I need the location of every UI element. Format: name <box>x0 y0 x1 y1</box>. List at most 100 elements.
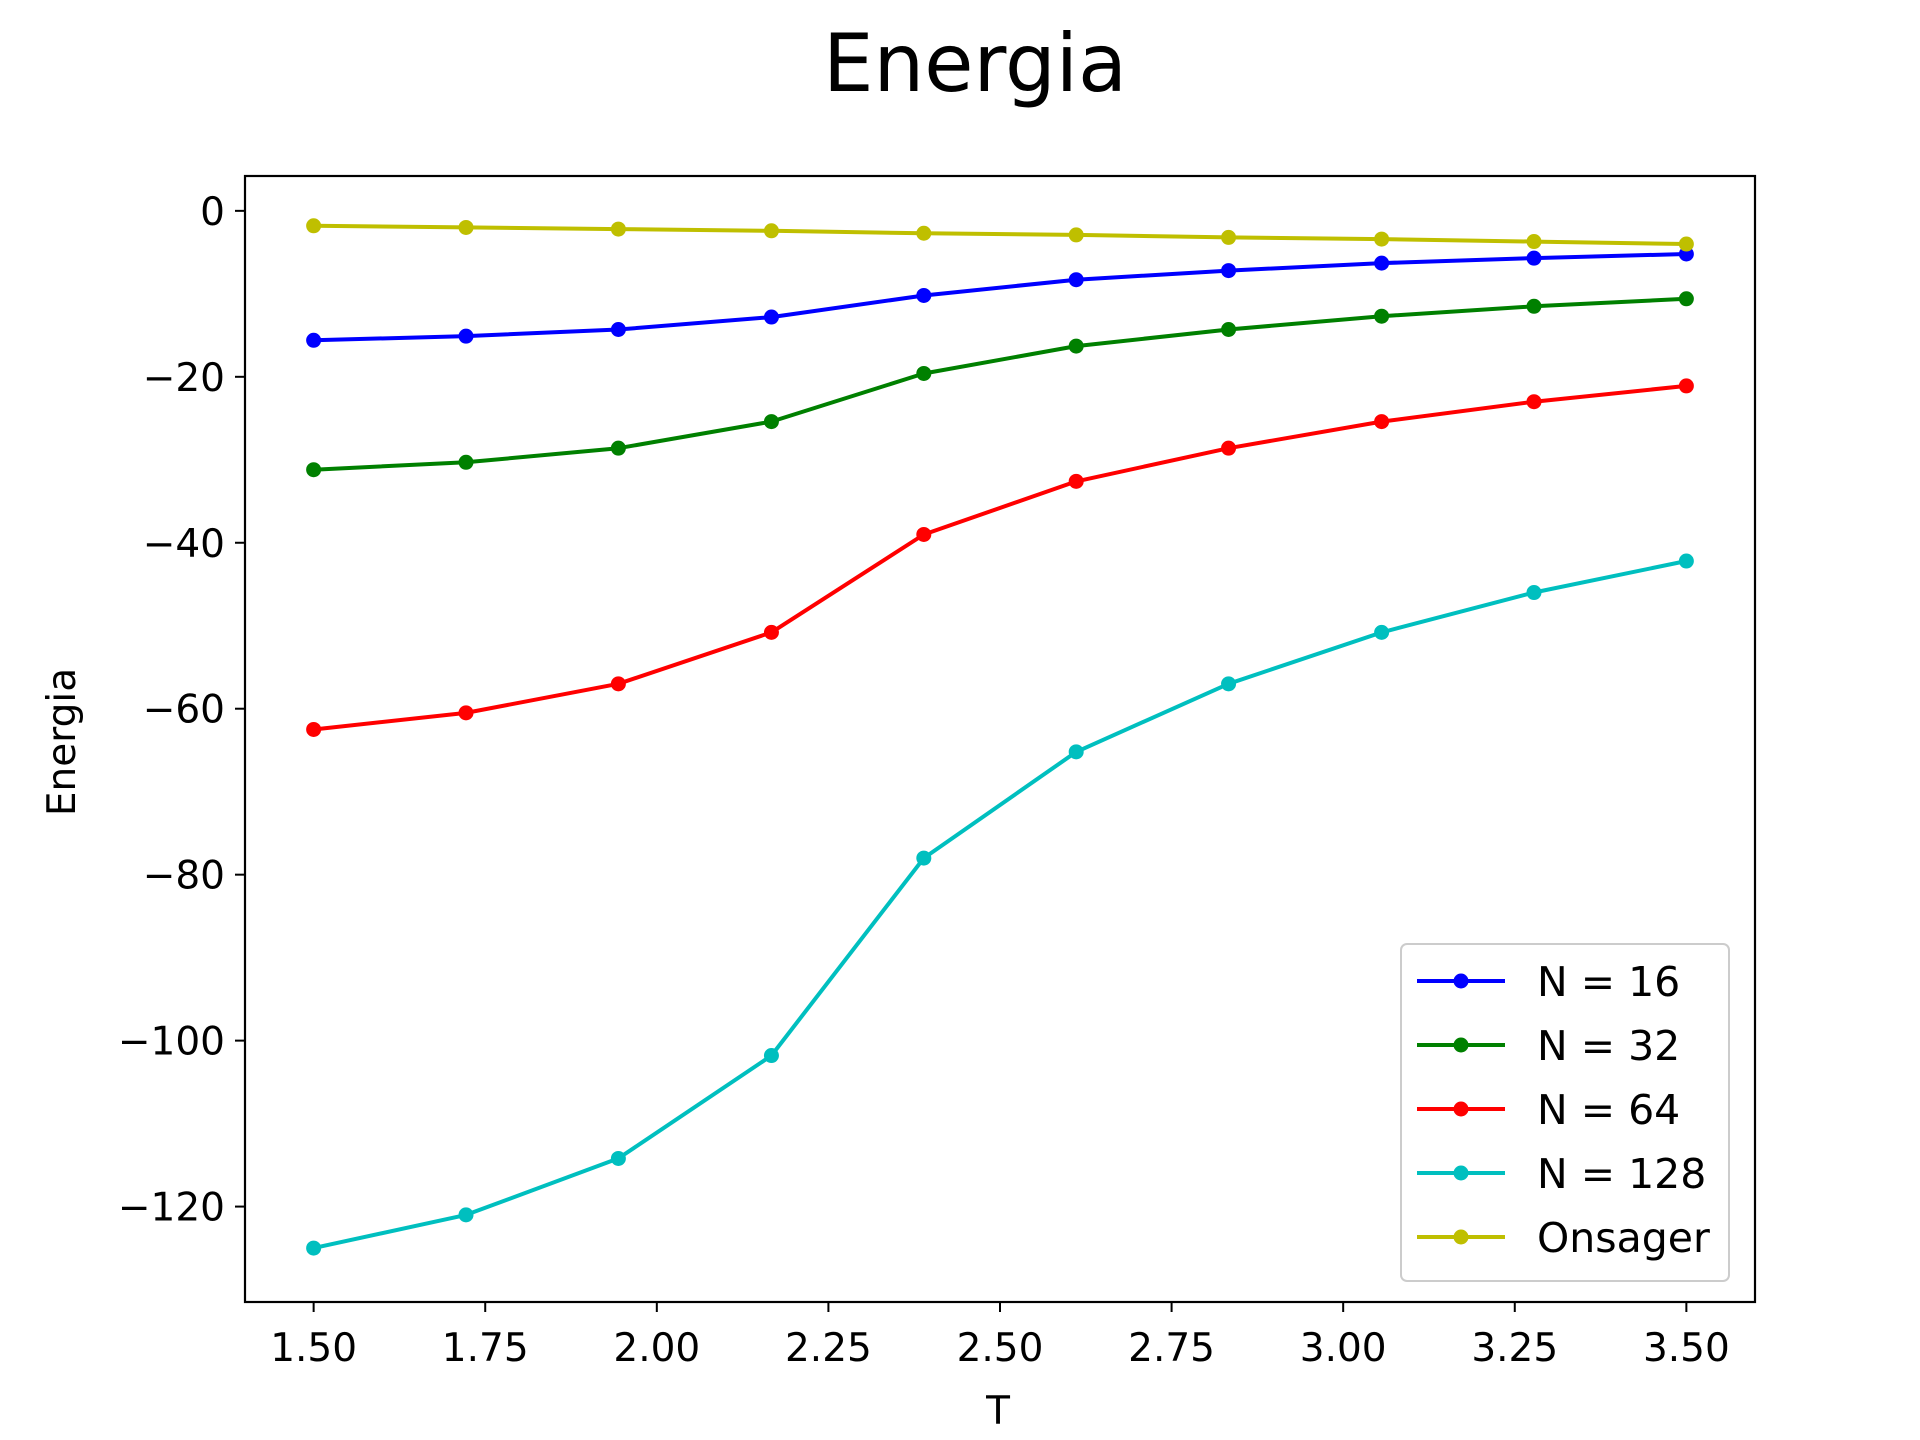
data-point <box>763 624 779 640</box>
x-tick-label: 2.25 <box>785 1326 872 1371</box>
data-point <box>1221 263 1237 279</box>
legend-swatch-marker <box>1453 1229 1469 1245</box>
data-point <box>916 850 932 866</box>
data-point <box>1374 624 1390 640</box>
data-point <box>306 1240 322 1256</box>
legend-label: N = 128 <box>1537 1150 1706 1198</box>
data-point <box>763 309 779 325</box>
data-point <box>610 1150 626 1166</box>
legend-item-n-128: N = 128 <box>1417 1150 1706 1198</box>
data-point <box>1526 234 1542 250</box>
series-n-128 <box>306 553 1694 1256</box>
legend-item-onsager: Onsager <box>1417 1214 1710 1262</box>
x-axis-title: T <box>985 1389 1010 1434</box>
data-point <box>458 705 474 721</box>
data-point <box>763 1048 779 1064</box>
x-axis: 1.50 1.75 2.00 2.25 2.50 2.75 3.00 3.25 3.50 <box>270 1302 1730 1371</box>
data-point <box>763 414 779 430</box>
series-n-32 <box>306 291 1694 478</box>
legend-item-n-16: N = 16 <box>1417 958 1680 1006</box>
data-point <box>1374 308 1390 324</box>
y-axis: 0 −20 −40 −60 −80 −100 −120 <box>118 190 245 1231</box>
series-n-64 <box>306 378 1694 737</box>
series-line <box>313 252 1687 343</box>
data-point <box>306 462 322 478</box>
data-point <box>306 721 322 737</box>
data-point <box>610 221 626 237</box>
data-point <box>458 454 474 470</box>
data-point <box>763 223 779 239</box>
x-tick-label: 3.00 <box>1300 1326 1387 1371</box>
legend-box <box>1400 943 1730 1282</box>
data-point <box>916 365 932 381</box>
y-tick-label: 0 <box>200 190 225 235</box>
data-point <box>458 1207 474 1223</box>
data-point <box>1374 255 1390 271</box>
data-point <box>916 225 932 241</box>
data-point <box>458 328 474 344</box>
legend-label: N = 64 <box>1537 1086 1680 1134</box>
y-tick-label: −80 <box>143 854 225 899</box>
series-line <box>313 559 1687 1251</box>
series-line <box>313 223 1687 246</box>
legend-label: Onsager <box>1537 1214 1710 1262</box>
data-point <box>1068 227 1084 243</box>
data-point <box>306 332 322 348</box>
legend-swatch-marker <box>1453 1165 1469 1181</box>
series-layer <box>306 218 1694 1256</box>
legend: N = 16 N = 32 N = 64 N = 128 Onsager <box>1400 943 1730 1282</box>
x-tick-label: 2.50 <box>957 1326 1044 1371</box>
legend-swatch-marker <box>1453 1101 1469 1117</box>
data-point <box>1068 338 1084 354</box>
data-point <box>610 322 626 338</box>
data-point <box>1526 298 1542 314</box>
data-point <box>1526 394 1542 410</box>
chart-title: Energia <box>823 17 1127 110</box>
x-tick-label: 1.75 <box>442 1326 529 1371</box>
series-line <box>313 296 1687 472</box>
x-tick-label: 3.25 <box>1471 1326 1558 1371</box>
data-point <box>1678 553 1694 569</box>
data-point <box>1068 744 1084 760</box>
data-point <box>610 676 626 692</box>
y-tick-label: −120 <box>118 1186 225 1231</box>
data-point <box>916 526 932 542</box>
y-axis-title: Energia <box>40 668 85 816</box>
data-point <box>306 218 322 234</box>
series-line <box>313 383 1687 732</box>
data-point <box>1221 440 1237 456</box>
y-tick-label: −100 <box>118 1020 225 1065</box>
data-point <box>1678 291 1694 307</box>
data-point <box>1526 585 1542 601</box>
data-point <box>1221 229 1237 245</box>
data-point <box>458 219 474 235</box>
legend-label: N = 16 <box>1537 958 1680 1006</box>
data-point <box>1374 231 1390 247</box>
series-n-16 <box>306 246 1694 348</box>
y-tick-label: −60 <box>143 688 225 733</box>
data-point <box>1526 250 1542 266</box>
y-tick-label: −40 <box>143 522 225 567</box>
data-point <box>916 287 932 303</box>
x-tick-label: 3.50 <box>1643 1326 1730 1371</box>
data-point <box>1374 414 1390 430</box>
y-tick-label: −20 <box>143 356 225 401</box>
legend-swatch-marker <box>1453 973 1469 989</box>
data-point <box>1068 272 1084 288</box>
data-point <box>1221 676 1237 692</box>
legend-swatch-marker <box>1453 1037 1469 1053</box>
legend-item-n-64: N = 64 <box>1417 1086 1680 1134</box>
x-tick-label: 2.75 <box>1128 1326 1215 1371</box>
x-tick-label: 2.00 <box>613 1326 700 1371</box>
legend-item-n-32: N = 32 <box>1417 1022 1680 1070</box>
series-onsager <box>306 218 1694 252</box>
x-tick-label: 1.50 <box>270 1326 357 1371</box>
data-point <box>1678 378 1694 394</box>
data-point <box>1068 473 1084 489</box>
data-point <box>610 440 626 456</box>
data-point <box>1221 322 1237 338</box>
legend-label: N = 32 <box>1537 1022 1680 1070</box>
data-point <box>1678 236 1694 252</box>
